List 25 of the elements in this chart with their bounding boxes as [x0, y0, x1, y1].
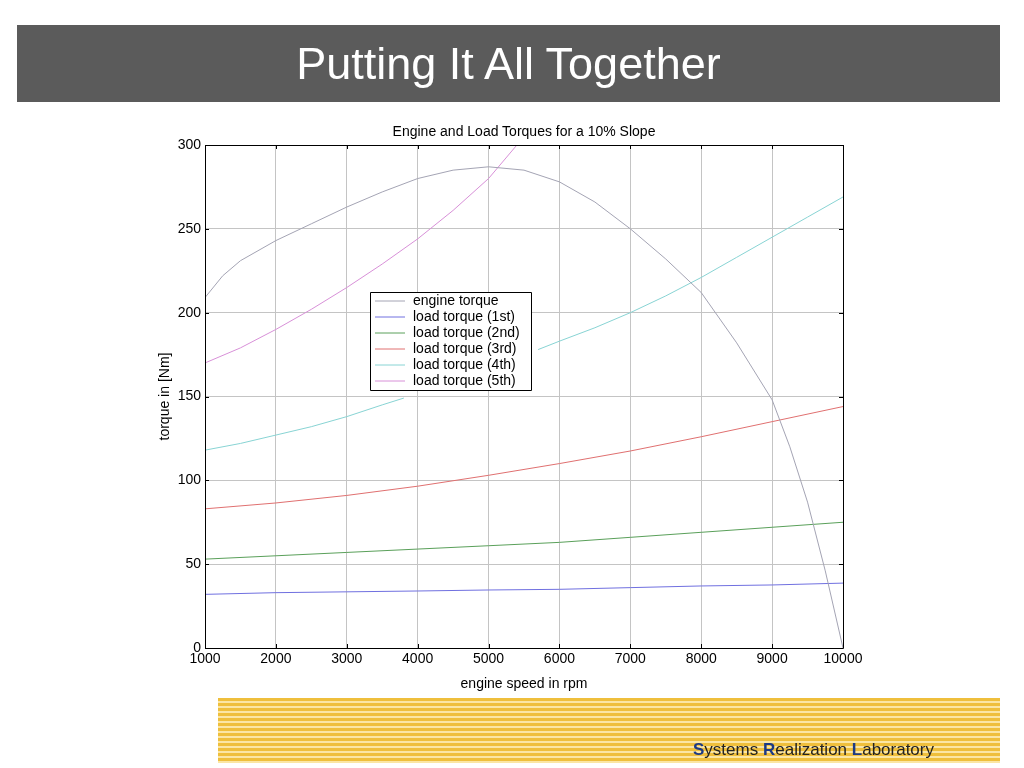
- legend-label: load torque (5th): [413, 371, 516, 388]
- x-tick-label: 7000: [614, 650, 647, 667]
- x-tick-label: 4000: [402, 650, 434, 667]
- x-tick-label: 10000: [823, 650, 863, 667]
- x-tick-label: 2000: [260, 650, 292, 667]
- x-axis-title: engine speed in rpm: [460, 675, 588, 692]
- y-tick-label: 300: [177, 135, 202, 152]
- x-tick-label: 9000: [756, 650, 788, 667]
- legend-label: load torque (1st): [413, 307, 515, 324]
- y-tick-label: 200: [177, 303, 202, 320]
- legend-label: engine torque: [413, 291, 499, 308]
- y-axis-title: torque in [Nm]: [156, 352, 173, 441]
- y-tick-label: 100: [177, 471, 202, 488]
- y-tick-label: 250: [177, 219, 202, 236]
- x-tick-label: 3000: [331, 650, 363, 667]
- text: Systems Realization Laboratory: [693, 739, 934, 761]
- x-tick-label: 6000: [543, 650, 576, 667]
- legend-label: load torque (4th): [413, 355, 516, 372]
- legend-label: load torque (3rd): [413, 339, 517, 356]
- y-tick-label: 150: [177, 387, 202, 404]
- x-tick-label: 8000: [685, 650, 717, 667]
- x-tick-label: 5000: [472, 650, 505, 667]
- legend-label: load torque (2nd): [413, 323, 520, 340]
- y-tick-label: 50: [185, 555, 202, 572]
- chart-subtitle: Engine and Load Torques for a 10% Slope: [392, 122, 656, 139]
